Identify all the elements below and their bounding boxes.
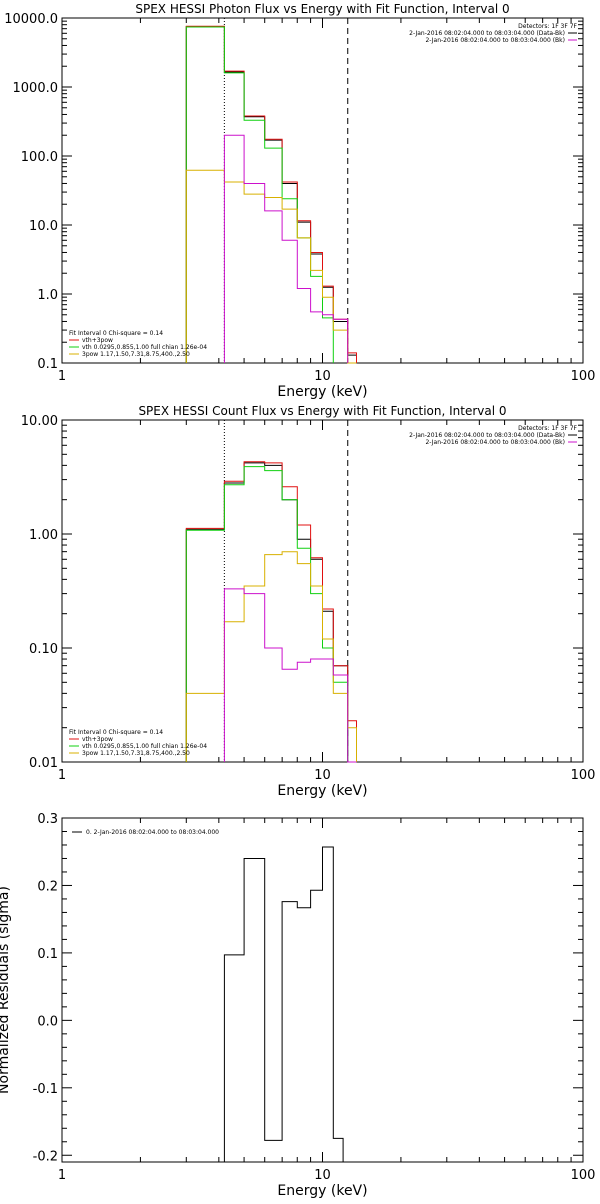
chart2-fit-legend-item: vth 0.0295,0.855,1.00 full chian 1.26e-0… [82, 743, 207, 750]
chart3-y-tick-label: 0.0 [37, 1014, 58, 1029]
chart1-y-tick-label: 0.1 [37, 357, 58, 372]
chart1-x-tick-label: 1 [58, 369, 66, 384]
chart1-fit-legend-item: vth 0.0295,0.855,1.00 full chian 1.26e-0… [82, 344, 207, 351]
chart1-fit-legend-item: vth+3pow [82, 337, 113, 344]
chart1-series-vth+3pow [185, 25, 357, 363]
chart3-series-residuals [223, 846, 344, 1162]
chart2-y-tick-label: 10.00 [21, 414, 58, 429]
chart2-fit-legend-header: Fit Interval 0 Chi-square = 0.14 [69, 729, 163, 736]
chart2-xlabel: Energy (keV) [277, 783, 367, 799]
chart2-legend-header: Detectors: 1F 3F 7F [518, 425, 577, 432]
chart1-xlabel: Energy (keV) [277, 384, 367, 400]
chart3-legend-item: 0. 2-Jan-2016 08:02:04.000 to 08:03:04.0… [86, 829, 219, 836]
chart1-series-bk [223, 134, 349, 363]
chart2-series-vth+3pow [185, 461, 357, 762]
chart1-series-vth [185, 26, 334, 363]
chart2-x-tick-label: 10 [314, 768, 331, 783]
chart2-title: SPEX HESSI Count Flux vs Energy with Fit… [138, 404, 506, 418]
chart3-y-tick-label: 0.3 [37, 812, 58, 827]
chart3-ylabel: Normalized Residuals (sigma) [0, 886, 12, 1094]
chart2-series-bk [223, 588, 357, 763]
chart1-title: SPEX HESSI Photon Flux vs Energy with Fi… [135, 2, 509, 16]
chart1-series-data-bk [185, 26, 357, 363]
chart1-x-tick-label: 10 [314, 369, 331, 384]
chart2-series-data-bk [185, 462, 349, 762]
chart3-x-tick-label: 1 [58, 1168, 66, 1183]
chart1-x-tick-label: 100 [571, 369, 596, 384]
chart1-y-tick-label: 10000.0 [4, 12, 58, 27]
chart2-y-tick-label: 0.10 [29, 642, 58, 657]
chart2-x-tick-label: 100 [571, 768, 596, 783]
chart2-legend-item: 2-Jan-2016 08:02:04.000 to 08:03:04.000 … [409, 432, 565, 439]
chart1-legend-item: 2-Jan-2016 08:02:04.000 to 08:03:04.000 … [409, 30, 565, 37]
chart1-y-tick-label: 1.0 [37, 288, 58, 303]
chart1-y-tick-label: 10.0 [29, 219, 58, 234]
chart1-fit-legend-item: 3pow 1.17,1.50,7.31,8.75,400.,2.50 [82, 351, 190, 358]
chart1-y-tick-label: 1000.0 [13, 81, 59, 96]
chart3-x-tick-label: 10 [314, 1168, 331, 1183]
chart1-fit-legend-header: Fit Interval 0 Chi-square = 0.14 [69, 330, 163, 337]
chart2-y-tick-label: 1.00 [29, 528, 58, 543]
chart3-y-tick-label: -0.1 [33, 1082, 58, 1097]
chart1-legend-item: 2-Jan-2016 08:02:04.000 to 08:03:04.000 … [425, 37, 565, 44]
chart2-fit-legend-item: 3pow 1.17,1.50,7.31,8.75,400.,2.50 [82, 750, 190, 757]
chart3-y-tick-label: 0.1 [37, 947, 58, 962]
chart2-series-3pow [185, 551, 357, 762]
chart2-fit-legend-item: vth+3pow [82, 736, 113, 743]
chart3-y-tick-label: -0.2 [33, 1149, 58, 1164]
chart2-x-tick-label: 1 [58, 768, 66, 783]
chart1-legend-header: Detectors: 1F 3F 7F [518, 23, 577, 30]
chart2-legend-item: 2-Jan-2016 08:02:04.000 to 08:03:04.000 … [425, 439, 565, 446]
chart1-series-3pow [185, 169, 357, 364]
chart2-y-tick-label: 0.01 [29, 756, 58, 771]
chart2-series-vth [185, 466, 349, 762]
chart3-y-tick-label: 0.2 [37, 879, 58, 894]
chart3-xlabel: Energy (keV) [277, 1183, 367, 1199]
chart3-x-tick-label: 100 [571, 1168, 596, 1183]
chart1-y-tick-label: 100.0 [21, 150, 58, 165]
